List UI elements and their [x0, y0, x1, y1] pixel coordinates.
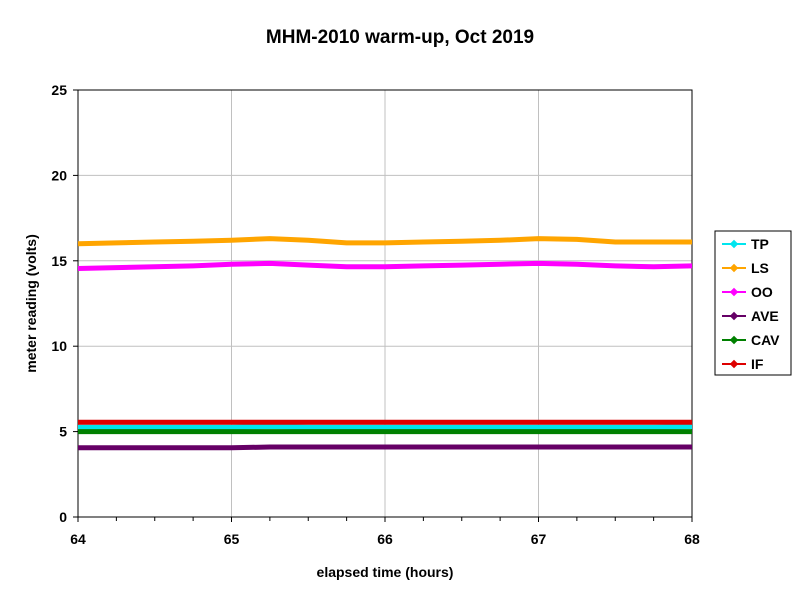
y-tick-label: 20 [51, 167, 67, 183]
y-tick-label: 15 [51, 253, 67, 269]
legend-label-if: IF [751, 356, 764, 372]
legend-box [714, 230, 792, 376]
legend-marker [729, 287, 739, 297]
x-tick-label: 65 [224, 531, 240, 547]
y-axis-label: meter reading (volts) [23, 234, 39, 372]
series-line-ave [78, 444, 692, 451]
legend-marker [729, 335, 739, 345]
series-line-tp [78, 424, 693, 430]
y-tick-label: 5 [59, 424, 67, 440]
y-tick-label: 25 [51, 82, 67, 98]
series-line-ls [77, 236, 692, 247]
legend-marker [729, 311, 739, 321]
legend-marker [729, 359, 739, 369]
x-tick-label: 68 [684, 531, 700, 547]
gridlines [78, 90, 692, 517]
legend-marker [729, 263, 739, 273]
series-lines [77, 236, 693, 451]
axis-ticks: 64 65 66 67 68 0 5 10 15 20 25 [51, 82, 700, 547]
y-tick-label: 0 [59, 509, 67, 525]
x-tick-label: 64 [70, 531, 86, 547]
legend-label-ave: AVE [751, 308, 779, 324]
y-tick-label: 10 [51, 338, 67, 354]
x-axis-label: elapsed time (hours) [317, 564, 454, 580]
x-tick-label: 67 [531, 531, 547, 547]
legend-label-oo: OO [751, 284, 773, 300]
x-tick-label: 66 [377, 531, 393, 547]
legend-label-cav: CAV [751, 332, 780, 348]
legend-label-ls: LS [751, 260, 769, 276]
legend-label-tp: TP [751, 236, 769, 252]
chart-title: MHM-2010 warm-up, Oct 2019 [266, 27, 534, 48]
legend: TP LS OO AVE CAV IF [714, 230, 792, 376]
series-line-oo [77, 260, 693, 271]
